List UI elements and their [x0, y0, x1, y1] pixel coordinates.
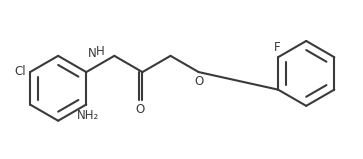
Text: F: F [273, 41, 280, 54]
Text: N: N [88, 47, 97, 60]
Text: H: H [96, 45, 105, 58]
Text: O: O [194, 75, 203, 88]
Text: Cl: Cl [15, 65, 26, 78]
Text: O: O [135, 103, 144, 116]
Text: NH₂: NH₂ [77, 109, 99, 122]
